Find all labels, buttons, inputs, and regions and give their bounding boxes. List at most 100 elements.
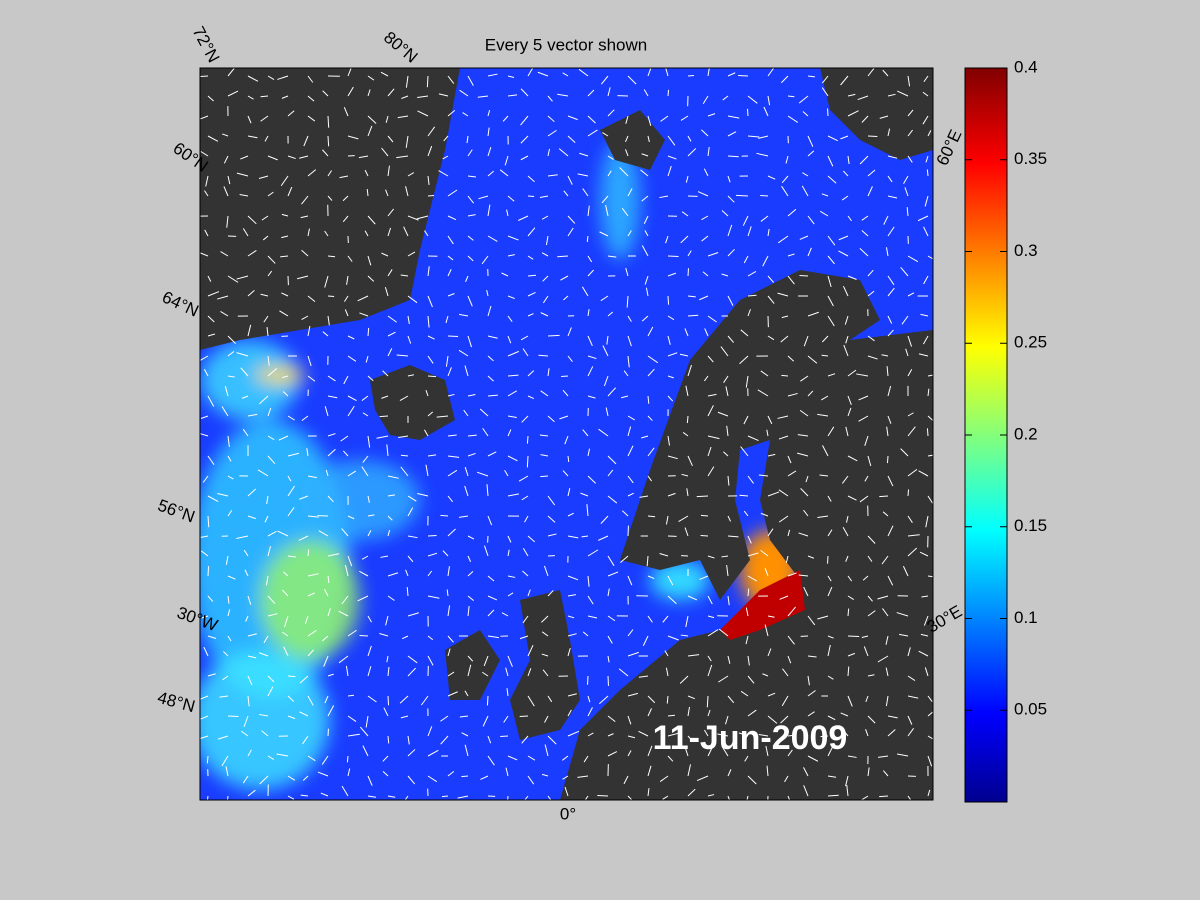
vector <box>427 266 430 277</box>
vector <box>247 324 252 337</box>
vector <box>867 68 875 77</box>
vector <box>467 655 474 662</box>
vector <box>221 755 229 767</box>
vector <box>627 315 632 322</box>
vector <box>607 455 617 465</box>
vector <box>367 275 375 282</box>
vector <box>486 289 489 297</box>
vector <box>247 115 252 124</box>
vector <box>707 252 719 257</box>
vector <box>327 673 334 677</box>
vector <box>858 395 869 401</box>
vector <box>405 569 409 577</box>
vector <box>518 475 529 482</box>
vector <box>667 395 674 402</box>
vector <box>276 753 289 757</box>
vector <box>877 755 889 758</box>
vector <box>879 795 889 798</box>
vector <box>859 248 869 257</box>
vector <box>200 695 209 700</box>
vector <box>901 315 909 325</box>
vector <box>704 328 709 337</box>
vector <box>923 75 929 83</box>
vector <box>277 530 289 537</box>
vector <box>206 795 209 800</box>
vector <box>267 367 278 377</box>
vector <box>597 794 609 797</box>
vector <box>406 587 409 597</box>
vector <box>827 715 836 721</box>
vector <box>577 173 589 177</box>
vector <box>264 515 269 523</box>
vector <box>547 495 556 506</box>
vector <box>347 86 354 97</box>
vector <box>247 515 256 520</box>
vector <box>407 667 416 677</box>
vector <box>667 455 678 460</box>
vector <box>607 155 614 160</box>
vector <box>807 390 814 397</box>
vector <box>865 695 869 703</box>
vector <box>727 335 735 343</box>
vector <box>200 735 209 740</box>
vector <box>707 709 711 717</box>
vector <box>598 428 609 437</box>
vector <box>801 729 809 737</box>
vector <box>797 434 809 437</box>
vector <box>507 549 510 557</box>
vector <box>527 775 535 785</box>
vector <box>464 466 469 477</box>
vector <box>204 229 209 237</box>
vector <box>487 755 495 766</box>
vector <box>646 555 649 567</box>
vector <box>758 474 769 477</box>
vector <box>738 74 749 77</box>
vector <box>702 271 709 277</box>
vector <box>707 664 713 677</box>
vector <box>598 535 609 541</box>
vector <box>787 749 793 757</box>
vector <box>927 415 933 422</box>
vector <box>382 770 389 777</box>
vector <box>358 155 369 159</box>
vector <box>539 195 549 199</box>
vector <box>541 773 549 777</box>
vector <box>407 775 416 785</box>
vector <box>307 549 310 557</box>
vector <box>787 529 791 537</box>
vector <box>781 75 789 84</box>
vector <box>447 566 450 577</box>
vector <box>323 655 329 667</box>
vector <box>487 355 494 362</box>
vector <box>603 375 609 387</box>
vector <box>645 287 649 297</box>
vector <box>778 435 789 440</box>
vector <box>367 775 373 786</box>
vector <box>578 68 589 77</box>
vector <box>807 675 810 686</box>
vector <box>364 230 369 237</box>
vector <box>320 792 329 797</box>
vector <box>667 595 677 605</box>
vector <box>627 188 633 197</box>
vector <box>639 495 649 498</box>
vector <box>447 495 454 503</box>
vector <box>461 732 469 737</box>
vector <box>400 715 409 719</box>
vector <box>821 75 829 84</box>
vector <box>887 575 894 586</box>
vector <box>747 270 757 277</box>
vector <box>506 209 509 217</box>
vector <box>579 152 589 157</box>
vector <box>918 650 929 657</box>
vector <box>747 309 751 317</box>
vector <box>381 252 389 257</box>
vector <box>727 175 731 183</box>
date-label: 11-Jun-2009 <box>653 719 848 757</box>
vector <box>464 744 469 757</box>
vector <box>307 573 319 577</box>
vector <box>707 466 715 477</box>
vector <box>302 775 309 781</box>
vector <box>780 335 789 343</box>
vector <box>767 228 770 237</box>
